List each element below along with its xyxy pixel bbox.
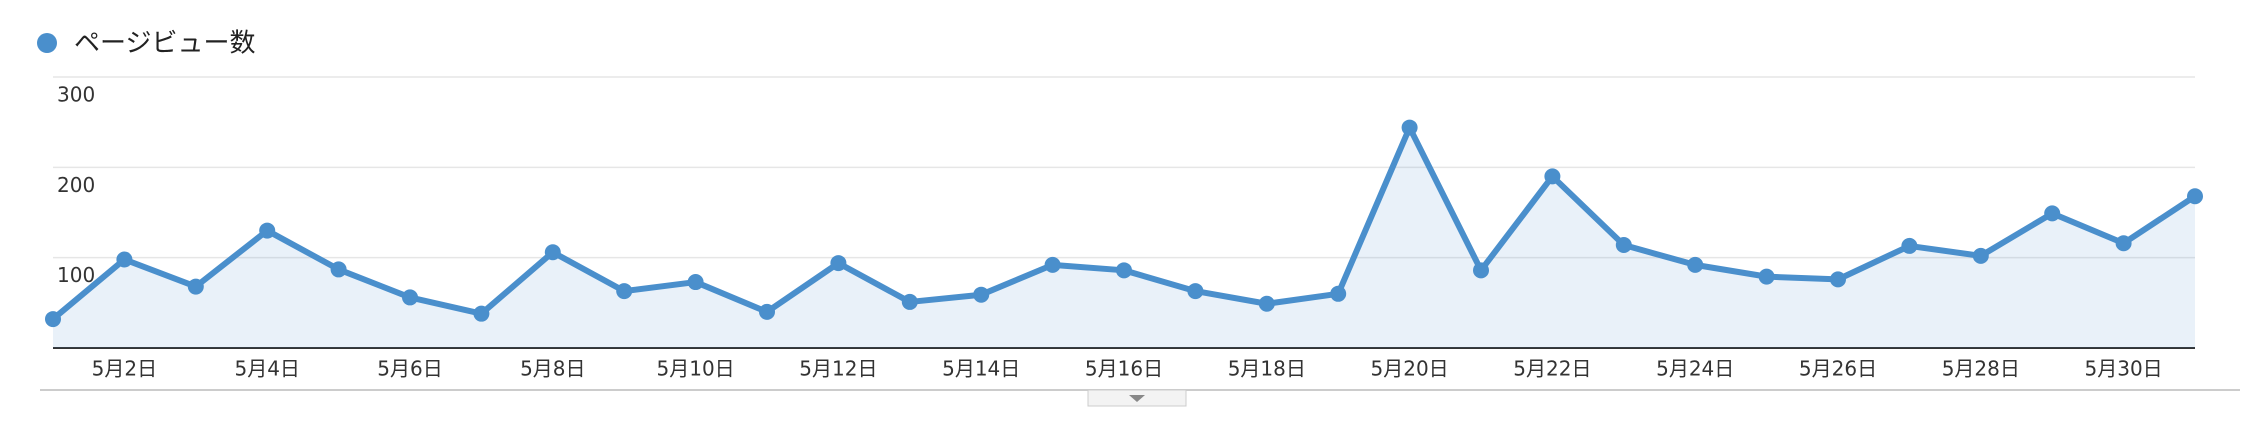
point: [116, 251, 133, 268]
point: [330, 261, 347, 278]
point: [544, 244, 561, 261]
x-tick-label: 5月20日: [1371, 357, 1449, 381]
point: [1687, 256, 1704, 273]
point: [1330, 285, 1347, 302]
point: [1901, 237, 1918, 254]
x-tick-label: 5月18日: [1228, 357, 1306, 381]
point: [1972, 247, 1989, 264]
x-tick-label: 5月6日: [377, 357, 442, 381]
area: [53, 127, 2195, 348]
x-tick-label: 5月16日: [1085, 357, 1163, 381]
point: [616, 283, 633, 300]
x-tick-label: 5月10日: [657, 357, 735, 381]
point: [1758, 268, 1775, 285]
point: [1473, 262, 1489, 279]
point: [1544, 168, 1561, 185]
point: [1044, 256, 1061, 273]
point: [759, 303, 775, 320]
point: [1116, 262, 1132, 279]
point: [687, 274, 704, 291]
point: [2187, 188, 2203, 205]
x-tick-label: 5月12日: [799, 357, 877, 381]
point: [402, 289, 418, 306]
y-tick-label: 100: [57, 263, 95, 287]
expand-arrow: [1129, 395, 1145, 402]
legend-swatch: [37, 33, 57, 53]
x-tick-label: 5月28日: [1942, 357, 2020, 381]
point: [1830, 271, 1846, 288]
point: [1615, 237, 1632, 254]
point: [1401, 119, 1418, 136]
point: [973, 286, 990, 303]
point: [2115, 235, 2132, 252]
x-tick-label: 5月24日: [1656, 357, 1734, 381]
x-tick-label: 5月8日: [520, 357, 585, 381]
point: [1258, 295, 1275, 312]
legend-label: ページビュー数: [74, 29, 255, 59]
point: [259, 222, 276, 239]
point: [187, 278, 204, 295]
x-tick-label: 5月22日: [1513, 357, 1591, 381]
point: [45, 311, 61, 328]
point: [473, 305, 490, 322]
point: [2044, 205, 2061, 222]
x-tick-label: 5月30日: [2085, 357, 2163, 381]
y-tick-label: 200: [57, 173, 95, 197]
x-tick-label: 5月4日: [234, 357, 299, 381]
point: [830, 255, 847, 272]
x-tick-label: 5月26日: [1799, 357, 1877, 381]
x-tick-label: 5月2日: [92, 357, 157, 381]
point: [901, 293, 918, 310]
x-tick-label: 5月14日: [942, 357, 1020, 381]
point: [1187, 283, 1204, 300]
y-tick-label: 300: [57, 83, 95, 107]
